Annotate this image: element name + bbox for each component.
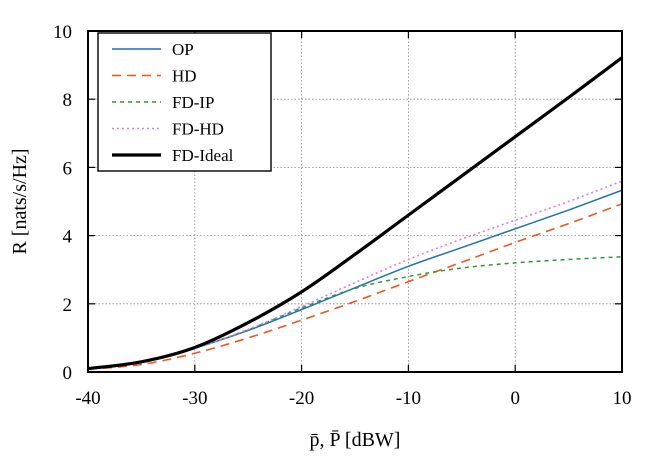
x-axis-title: p̄, P̄ [dBW] xyxy=(310,429,401,451)
x-tick-label: -40 xyxy=(75,388,100,409)
tick-marks xyxy=(87,30,623,373)
series-line-fd-ideal xyxy=(87,56,623,371)
plot-frame xyxy=(87,30,623,373)
series-lines xyxy=(87,56,623,371)
y-tick-label: 10 xyxy=(53,22,72,43)
x-tick-label: -10 xyxy=(396,388,421,409)
legend-label: FD-IP xyxy=(172,93,215,112)
legend-label: FD-Ideal xyxy=(172,146,234,165)
legend: OP HD FD-IP FD-HD FD-Ideal xyxy=(97,32,272,172)
y-tick-label: 8 xyxy=(63,90,73,111)
y-tick-label: 4 xyxy=(63,227,73,248)
legend-label: HD xyxy=(172,67,197,86)
x-tick-label: 0 xyxy=(510,388,520,409)
series-line-fd-ip xyxy=(87,255,623,370)
legend-box xyxy=(97,32,272,172)
x-tick-label: -30 xyxy=(182,388,207,409)
x-tick-labels: -40 -30 -20 -10 0 10 xyxy=(75,388,631,409)
legend-label: OP xyxy=(172,40,194,59)
x-tick-label: -20 xyxy=(289,388,314,409)
y-tick-label: 6 xyxy=(63,158,73,179)
legend-label: FD-HD xyxy=(172,120,224,139)
y-tick-label: 0 xyxy=(63,363,73,384)
y-tick-labels: 0 2 4 6 8 10 xyxy=(53,22,73,384)
x-tick-label: 10 xyxy=(613,388,632,409)
y-axis-title: R [nats/s/Hz] xyxy=(9,148,31,254)
series-line-op xyxy=(87,189,623,370)
series-line-hd xyxy=(87,203,623,371)
series-line-fd-hd xyxy=(87,180,623,370)
y-tick-label: 2 xyxy=(63,295,73,316)
